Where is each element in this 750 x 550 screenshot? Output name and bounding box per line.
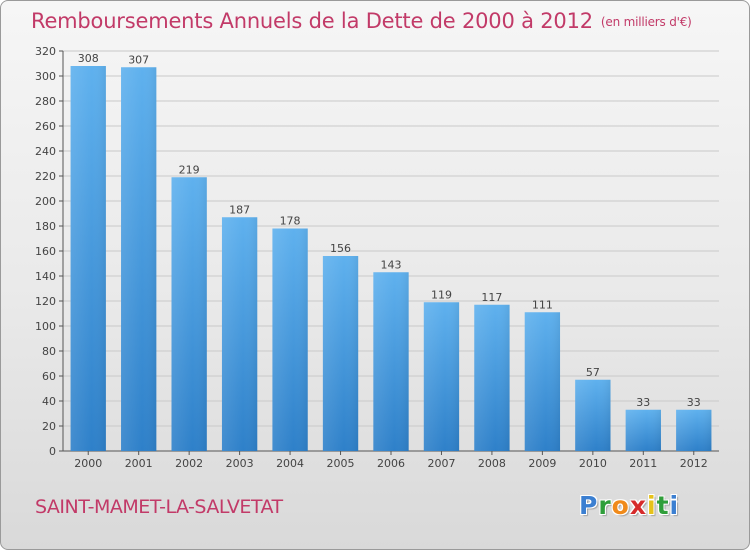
- x-tick-label: 2007: [427, 457, 455, 470]
- bars: [70, 66, 712, 451]
- logo-letter: x: [629, 491, 647, 520]
- x-tick-label: 2006: [377, 457, 405, 470]
- x-tick-label: 2011: [629, 457, 657, 470]
- data-label: 307: [128, 53, 149, 66]
- data-label: 111: [532, 298, 553, 311]
- y-tick-label: 100: [35, 320, 56, 333]
- bar-shine: [171, 177, 207, 451]
- data-label: 178: [280, 215, 301, 228]
- y-tick-label: 200: [35, 195, 56, 208]
- logo-letter: i: [669, 491, 680, 520]
- logo-letter: t: [656, 491, 670, 520]
- x-tick-label: 2004: [276, 457, 304, 470]
- commune-name: SAINT-MAMET-LA-SALVETAT: [35, 496, 283, 518]
- x-tick-label: 2005: [327, 457, 355, 470]
- data-label: 219: [179, 163, 200, 176]
- x-tick-label: 2012: [680, 457, 708, 470]
- y-tick-label: 120: [35, 295, 56, 308]
- y-tick-label: 180: [35, 220, 56, 233]
- y-tick-label: 160: [35, 245, 56, 258]
- bar-shine: [70, 66, 106, 451]
- bar-shine: [625, 409, 661, 451]
- data-labels: 308 307 219 187 178 156 143 119 117 111 57 33 33: [78, 52, 701, 409]
- y-tick-label: 140: [35, 270, 56, 283]
- title-text: Remboursements Annuels de la Dette de 20…: [31, 9, 593, 33]
- bar-shine: [373, 272, 409, 451]
- y-tick-label: 20: [42, 420, 56, 433]
- bar-shine: [322, 256, 359, 451]
- y-tick-label: 280: [35, 95, 56, 108]
- bar-shine: [121, 67, 157, 451]
- data-label: 187: [229, 203, 250, 216]
- x-tick-label: 2009: [528, 457, 556, 470]
- chart-title: Remboursements Annuels de la Dette de 20…: [31, 9, 692, 33]
- bar-shine: [676, 409, 712, 451]
- y-tick-label: 300: [35, 70, 56, 83]
- unit-note: (en milliers d'€): [600, 15, 692, 29]
- proxiti-logo: Proxiti: [579, 491, 679, 520]
- data-label: 308: [78, 52, 99, 65]
- bar-shine: [221, 217, 258, 451]
- x-tick-label: 2002: [175, 457, 203, 470]
- y-tick-label: 220: [35, 170, 56, 183]
- x-tick-label: 2010: [579, 457, 607, 470]
- data-label: 156: [330, 242, 351, 255]
- y-tick-label: 0: [49, 445, 56, 458]
- x-tick-label: 2001: [125, 457, 153, 470]
- data-label: 117: [481, 291, 502, 304]
- y-tick-label: 240: [35, 145, 56, 158]
- data-label: 33: [636, 396, 650, 409]
- bar-shine: [474, 304, 510, 451]
- x-tick-label: 2003: [226, 457, 254, 470]
- bar-shine: [575, 379, 611, 451]
- y-tick-label: 60: [42, 370, 56, 383]
- y-tick-label: 80: [42, 345, 56, 358]
- logo-letter: P: [579, 491, 599, 520]
- logo-letter: i: [647, 491, 657, 520]
- data-label: 33: [687, 396, 701, 409]
- data-label: 143: [381, 258, 402, 271]
- y-tick-label: 40: [42, 395, 56, 408]
- data-label: 119: [431, 288, 452, 301]
- logo-letter: o: [611, 491, 630, 520]
- bar-shine: [423, 302, 460, 451]
- bar-shine: [272, 228, 308, 451]
- x-tick-label: 2008: [478, 457, 506, 470]
- data-label: 57: [586, 366, 600, 379]
- logo-letter: r: [598, 491, 612, 520]
- y-tick-label: 260: [35, 120, 56, 133]
- x-tick-label: 2000: [74, 457, 102, 470]
- axes: 0 20 40 60 80 100 120 140 160 180 200 220 240 260 280 3…: [35, 45, 719, 470]
- y-tick-label: 320: [35, 45, 56, 58]
- bar-shine: [524, 312, 561, 451]
